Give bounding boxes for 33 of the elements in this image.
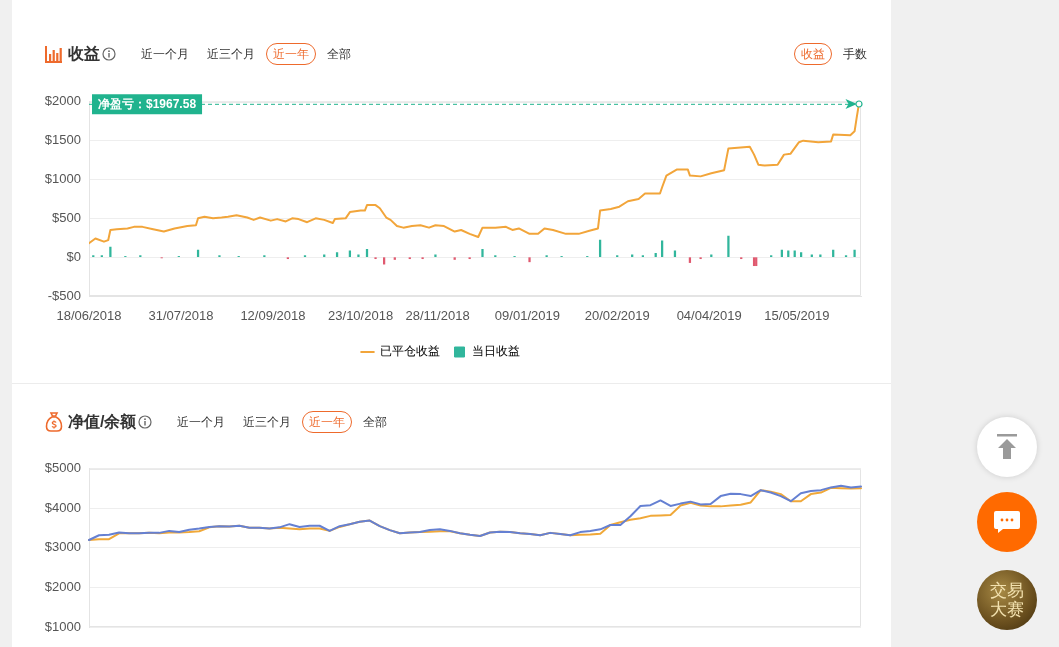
x-tick-label: 18/06/2018 [56,308,122,324]
round-badge: 交易大赛 [977,570,1037,630]
x-tick-label: 04/04/2019 [676,308,742,324]
y-tick-label: $3000 [44,539,81,555]
y-tick-label: $2000 [44,579,81,595]
y-tick-label: $5000 [44,460,81,476]
text: 近三个月 [242,414,293,431]
x-tick-label: 09/01/2019 [494,308,560,324]
y-tick-label: $4000 [44,499,81,515]
x-tick-label: 12/09/2018 [240,308,306,324]
x-tick-label: 31/07/2018 [148,308,214,324]
text: 全部 [326,46,352,63]
y-tick-label: $1500 [44,132,81,148]
text: 近一个月 [140,46,190,63]
text: 近三个月 [206,46,256,63]
text: 全部 [362,414,389,431]
x-tick-label: 20/02/2019 [584,308,650,324]
x-tick-label: 23/10/2018 [328,308,394,324]
chart-title: 净值/余额 [68,411,137,432]
legend-label: 已平仓收益 [379,344,440,359]
y-tick-label: $1000 [44,618,81,634]
text: 手数 [842,46,868,63]
y-tick-label: -$500 [47,287,81,303]
legend-label: 当日收益 [471,344,520,359]
y-tick-label: $0 [66,248,81,264]
x-tick-label: 28/11/2018 [405,308,470,324]
y-tick-label: $500 [52,209,81,225]
x-tick-label: 15/05/2019 [764,308,830,324]
y-tick-label: $1000 [44,171,81,187]
ref-line-label: 净盈亏：$1967.58 [98,97,197,112]
chart-title: 收益 [68,43,100,64]
text: 近一个月 [176,414,227,431]
y-tick-label: $2000 [44,93,81,109]
